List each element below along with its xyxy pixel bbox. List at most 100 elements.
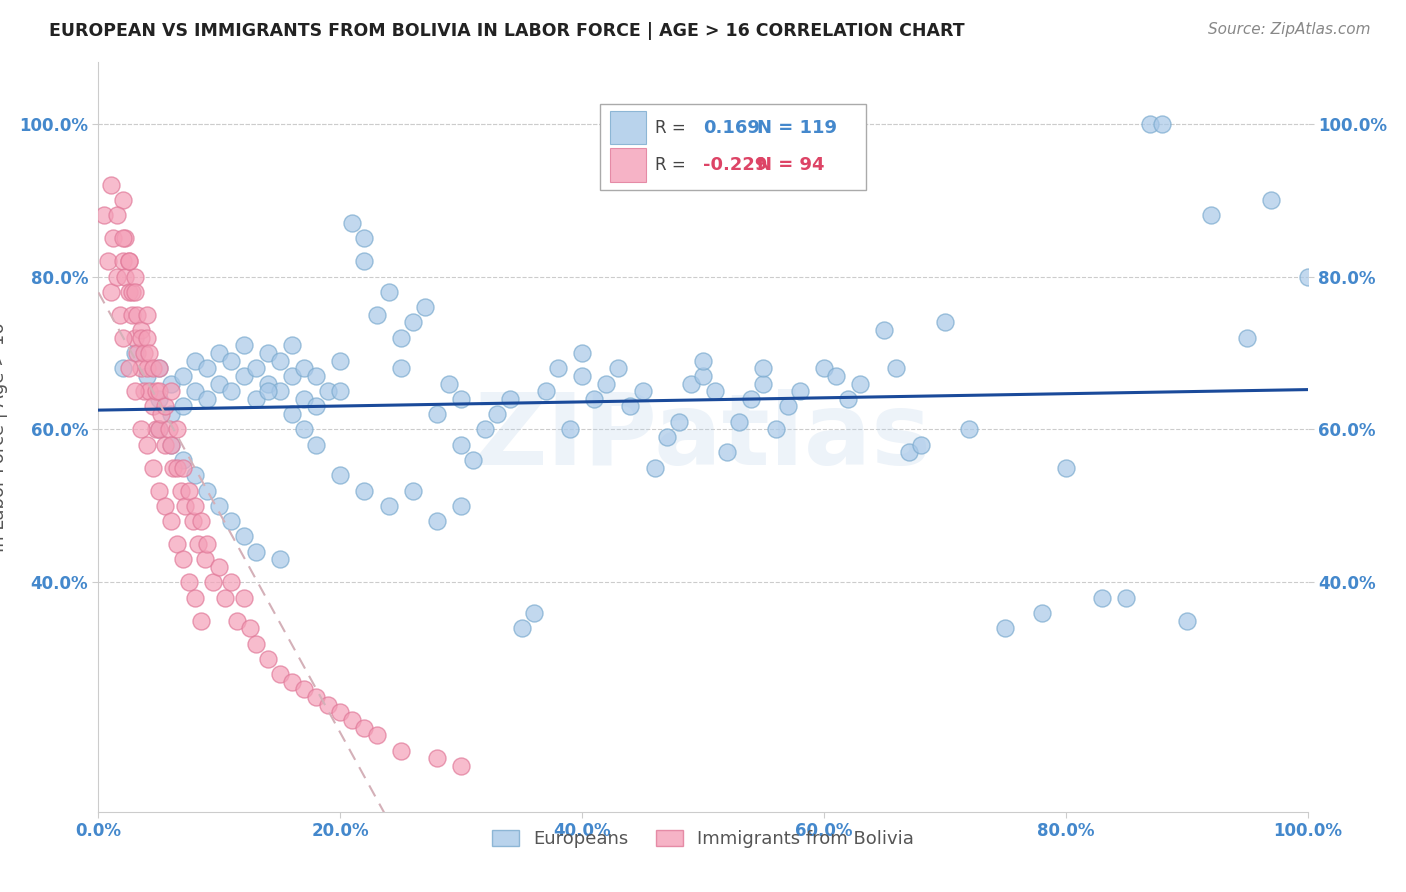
Point bbox=[256, 376, 278, 391]
Point bbox=[292, 422, 315, 436]
Point bbox=[148, 422, 170, 436]
Point bbox=[463, 453, 485, 467]
Point bbox=[728, 415, 751, 429]
Point bbox=[256, 652, 278, 666]
Point bbox=[150, 407, 173, 421]
Point bbox=[221, 575, 243, 590]
Point bbox=[127, 308, 149, 322]
Point bbox=[124, 384, 146, 399]
Point bbox=[129, 323, 152, 337]
Point bbox=[292, 392, 315, 406]
FancyBboxPatch shape bbox=[610, 111, 647, 145]
Point bbox=[160, 407, 183, 421]
Point bbox=[595, 376, 617, 391]
Point bbox=[172, 453, 194, 467]
Point bbox=[160, 384, 183, 399]
Point bbox=[571, 346, 593, 360]
Point bbox=[195, 392, 218, 406]
Point bbox=[100, 178, 122, 192]
Point bbox=[160, 438, 183, 452]
Point bbox=[221, 384, 243, 399]
Point bbox=[160, 438, 183, 452]
Point bbox=[93, 208, 115, 222]
Point bbox=[752, 376, 775, 391]
Point bbox=[157, 422, 180, 436]
Point bbox=[269, 667, 291, 681]
Point bbox=[184, 591, 207, 605]
Point bbox=[153, 400, 176, 414]
Point bbox=[366, 308, 388, 322]
Point bbox=[1296, 269, 1319, 284]
FancyBboxPatch shape bbox=[610, 148, 647, 182]
Point bbox=[994, 621, 1017, 635]
Point bbox=[221, 353, 243, 368]
Point bbox=[510, 621, 533, 635]
Point bbox=[194, 552, 217, 566]
Point bbox=[776, 400, 799, 414]
Point bbox=[111, 254, 134, 268]
Point bbox=[256, 384, 278, 399]
Point bbox=[305, 368, 328, 383]
Point bbox=[377, 499, 399, 513]
Point bbox=[118, 254, 141, 268]
Point bbox=[450, 759, 472, 773]
Text: -0.229: -0.229 bbox=[703, 156, 768, 174]
Point bbox=[129, 361, 152, 376]
Point bbox=[179, 575, 201, 590]
Point bbox=[329, 468, 352, 483]
Point bbox=[118, 361, 141, 376]
Point bbox=[523, 606, 546, 620]
Point bbox=[232, 529, 254, 543]
Point bbox=[160, 514, 183, 528]
Point bbox=[124, 269, 146, 284]
Point bbox=[172, 368, 194, 383]
Point bbox=[145, 384, 167, 399]
Point bbox=[169, 483, 191, 498]
Point bbox=[124, 346, 146, 360]
Point bbox=[583, 392, 606, 406]
Point bbox=[179, 483, 201, 498]
Point bbox=[607, 361, 630, 376]
Point bbox=[195, 361, 218, 376]
Point bbox=[692, 368, 714, 383]
Point bbox=[148, 361, 170, 376]
Text: ZIPatlas: ZIPatlas bbox=[475, 389, 931, 485]
Point bbox=[426, 407, 449, 421]
Point bbox=[208, 499, 231, 513]
Point bbox=[269, 384, 291, 399]
Point bbox=[124, 331, 146, 345]
Point bbox=[305, 690, 328, 704]
Point bbox=[134, 384, 156, 399]
Point bbox=[118, 285, 141, 299]
Point bbox=[100, 285, 122, 299]
Point bbox=[127, 346, 149, 360]
Point bbox=[135, 438, 157, 452]
Point bbox=[184, 468, 207, 483]
Point bbox=[214, 591, 236, 605]
Point bbox=[1031, 606, 1053, 620]
Point bbox=[101, 231, 124, 245]
Point bbox=[232, 591, 254, 605]
Point bbox=[450, 392, 472, 406]
Point bbox=[190, 514, 212, 528]
Point bbox=[166, 460, 188, 475]
FancyBboxPatch shape bbox=[600, 103, 866, 190]
Point bbox=[226, 614, 249, 628]
Point bbox=[184, 384, 207, 399]
Point bbox=[129, 331, 152, 345]
Point bbox=[897, 445, 920, 459]
Point bbox=[148, 422, 170, 436]
Point bbox=[187, 537, 209, 551]
Point bbox=[910, 438, 932, 452]
Point bbox=[329, 384, 352, 399]
Point bbox=[1236, 331, 1258, 345]
Point bbox=[1152, 117, 1174, 131]
Point bbox=[486, 407, 509, 421]
Point bbox=[837, 392, 859, 406]
Point bbox=[1115, 591, 1137, 605]
Point bbox=[886, 361, 908, 376]
Point bbox=[121, 285, 143, 299]
Point bbox=[121, 308, 143, 322]
Point bbox=[342, 216, 364, 230]
Point bbox=[105, 269, 128, 284]
